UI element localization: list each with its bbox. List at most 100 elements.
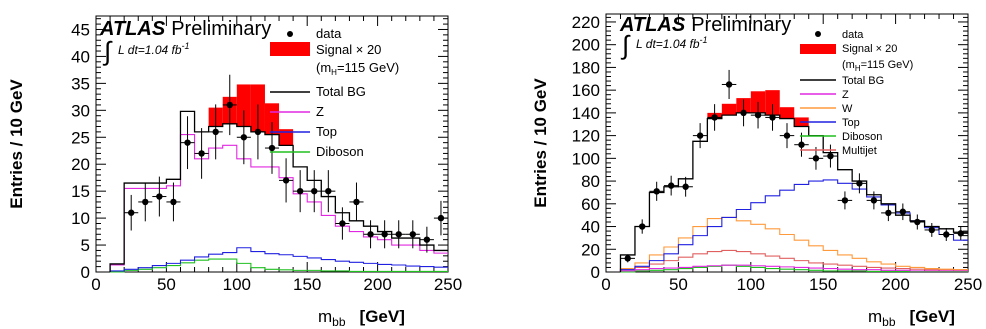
y-tick-label: 40 [581,218,600,237]
mass-prefix: (m [842,59,855,71]
legend-label-diboson: Diboson [842,131,882,143]
data-point [914,218,921,226]
data-point [899,208,907,215]
signal-bar [279,129,294,146]
histogram-w [619,216,968,272]
data-point [870,197,878,204]
plot-frame [605,13,969,273]
legend: data Signal × 20 (mH=115 GeV) Total BG ZW Top… [800,29,913,157]
y-tick-label: 100 [572,149,600,168]
data-point [311,187,318,195]
data-point [423,236,431,243]
luminosity-text: L dt=1.04 fb [118,43,182,57]
legend-signal-mass: (mH=115 GeV) [316,60,399,77]
data-point [437,214,445,222]
data-point [885,209,892,217]
legend-label-w: W [842,103,853,115]
y-tick-label: 180 [572,58,600,77]
x-tick-label: 200 [881,275,909,294]
data-point [696,132,704,139]
x-axis-unit: [GeV] [910,307,955,326]
x-tick-label: 250 [434,275,462,294]
histogram-total-bg [109,110,448,272]
status-label: Preliminary [691,14,791,36]
data-point [711,114,718,121]
legend-label-top: Top [842,117,860,129]
data-point [624,255,631,262]
mass-subscript: H [331,68,337,77]
x-axis-variable: m [318,307,332,326]
y-tick-label: 5 [81,236,90,255]
luminosity-label: L dt=1.04 fb-1 [636,35,708,51]
data-point [682,183,689,190]
data-point [943,231,950,238]
histogram-z [109,134,448,272]
luminosity-exponent: -1 [700,35,708,45]
histogram-multijet [619,249,968,272]
data-point [639,223,646,230]
data-point [409,231,416,238]
x-axis-title: mbb [GeV] [868,307,955,329]
data-point [339,220,346,227]
legend-label-z: Z [316,104,324,119]
luminosity-text: L dt=1.04 fb [636,37,700,51]
y-tick-label: 220 [572,13,600,32]
y-tick-label: 120 [572,127,600,146]
histogram-total-bg [619,112,968,272]
legend-signal-mass: (mH=115 GeV) [842,59,913,73]
signal-bar [721,103,737,116]
legend-signal-label: Signal × 20 [842,43,897,55]
data-point [240,134,248,141]
data-point [296,187,304,195]
atlas-label: ATLAS Preliminary [619,14,791,36]
y-tick-label: 60 [581,195,600,214]
data-point [381,231,388,238]
data-point [957,230,964,237]
legend-signal-swatch [800,44,836,54]
data-point [827,152,834,160]
atlas-label: ATLAS Preliminary [99,18,271,40]
x-tick-label: 0 [601,275,610,294]
data-point [170,198,177,206]
y-tick-label: 40 [71,47,90,66]
y-axis-title: Entries / 10 GeV [7,79,26,209]
data-point [268,144,276,152]
plot-frame [95,15,449,273]
x-axis-variable: m [868,307,882,326]
data-point [128,209,135,216]
histogram-diboson [110,258,448,273]
mass-value: =115 GeV) [337,60,399,75]
signal-bar [236,84,251,127]
chart-panel-1: 0 5 10 15 20 25 30 35 40 45 0 50 100 150 200 250 ATLAS Pr… [7,15,462,329]
status-label: Preliminary [171,18,271,40]
data-point [353,198,360,206]
data-point [740,109,747,117]
x-tick-label: 100 [737,275,765,294]
y-tick-label: 160 [572,81,600,100]
y-tick-label: 0 [81,263,90,282]
histogram-diboson [620,264,968,273]
x-tick-label: 150 [809,275,837,294]
data-point [212,128,219,136]
mass-value: =115 GeV) [861,59,914,71]
legend-data-marker [815,31,821,37]
data-point [725,81,733,88]
x-tick-label: 250 [954,275,982,294]
data-point [783,132,791,139]
y-axis-title: Entries / 10 GeV [531,78,550,208]
signal-bar [779,107,795,119]
data-point [395,231,402,238]
data-point [841,197,849,204]
y-tick-label: 80 [581,172,600,191]
mass-subscript: H [855,64,861,73]
data-point [325,187,332,195]
legend-data-marker [287,31,293,37]
legend-data-label: data [316,26,342,41]
x-tick-label: 50 [669,275,688,294]
y-tick-label: 35 [71,74,90,93]
x-tick-label: 50 [157,275,176,294]
y-tick-label: 15 [71,182,90,201]
x-axis-subscript: bb [882,315,896,329]
data-point [142,198,149,206]
signal-bar [765,90,780,116]
